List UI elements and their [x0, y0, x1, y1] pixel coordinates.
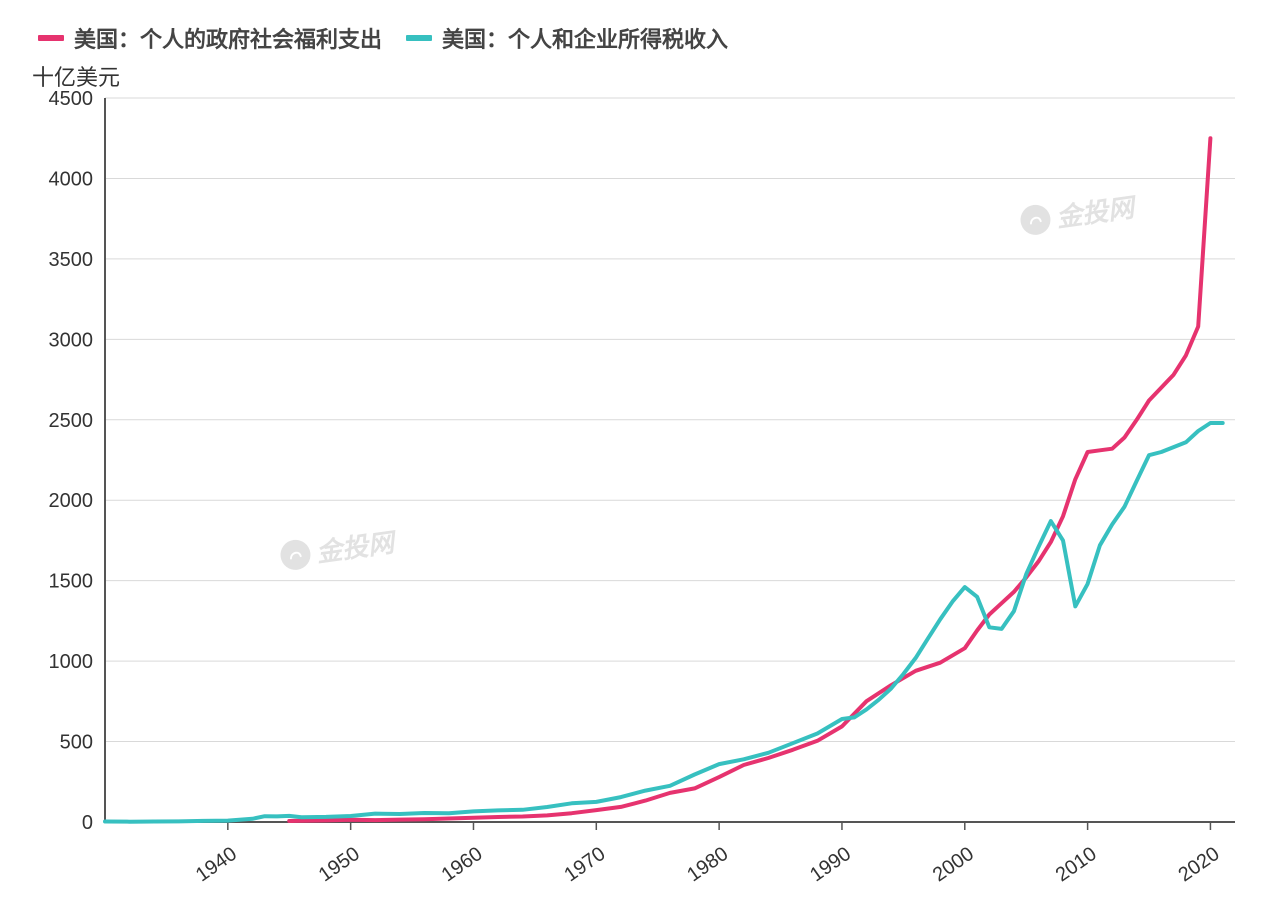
series-line-tax: [105, 423, 1223, 822]
x-tick-label: 1940: [192, 843, 241, 887]
x-tick-label: 1990: [806, 843, 855, 887]
series-line-welfare: [289, 138, 1210, 821]
y-tick-label: 4000: [49, 168, 94, 190]
y-tick-label: 4500: [49, 88, 94, 110]
x-tick-label: 1960: [438, 843, 487, 887]
chart-svg: 0 500 1000 1500 2000 2500 3000 3500 4000 4500 1940…: [0, 0, 1269, 920]
x-tick-label: 2010: [1052, 843, 1101, 887]
x-tick-label: 2000: [929, 843, 978, 887]
y-tick-label: 3500: [49, 249, 94, 271]
y-tick-label: 500: [60, 732, 93, 754]
y-tick-label: 2500: [49, 410, 94, 432]
x-tick-label: 2020: [1175, 843, 1224, 887]
y-tick-label: 1500: [49, 571, 94, 593]
y-tick-label: 0: [82, 812, 93, 834]
y-tick-label: 1000: [49, 651, 94, 673]
x-tick-label: 1970: [560, 843, 609, 887]
chart-container: 美国：个人的政府社会福利支出 美国：个人和企业所得税收入 十亿美元 050010…: [0, 0, 1269, 920]
x-tick-label: 1980: [683, 843, 732, 887]
y-tick-label: 3000: [49, 329, 94, 351]
x-tick-label: 1950: [315, 843, 364, 887]
y-tick-label: 2000: [49, 490, 94, 512]
